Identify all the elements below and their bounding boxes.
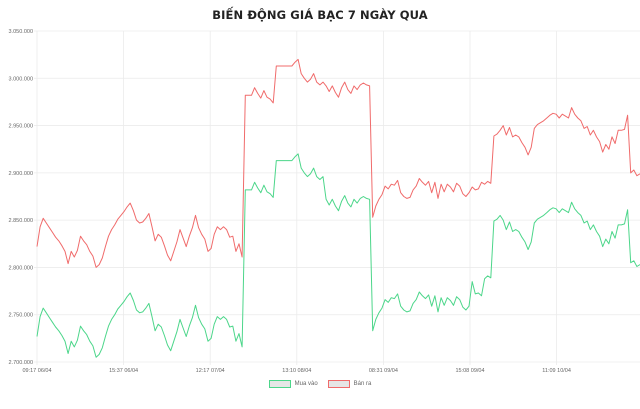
series-line-bán-ra: [36, 58, 640, 268]
y-tick-label: 2.950.000: [9, 124, 33, 130]
y-tick-label: 2.700.000: [9, 360, 33, 366]
y-tick-label: 2.900.000: [9, 171, 33, 177]
y-tick-label: 2.850.000: [9, 218, 33, 224]
y-tick-label: 3.050.000: [9, 29, 33, 35]
x-tick-label: 08:31 09/04: [369, 368, 398, 374]
y-tick-label: 2.750.000: [9, 313, 33, 319]
legend-swatch-mua-vao: [268, 380, 291, 388]
series-line-mua-vào: [36, 153, 640, 358]
legend-label-mua-vao: Mua vào: [294, 381, 318, 387]
y-tick-label: 2.800.000: [9, 265, 33, 271]
x-tick-label: 11:09 10/04: [542, 368, 571, 374]
series-lines: [36, 58, 640, 358]
legend: Mua vào Bán ra: [0, 380, 640, 388]
x-axis: 09:17 06/04 15:37 06/04 12:17 07/04 13:10 0…: [22, 368, 570, 374]
grid-lines: [34, 30, 640, 365]
y-tick-label: 3.000.000: [9, 76, 33, 82]
x-tick-label: 12:17 07/04: [196, 368, 225, 374]
y-axis: 3.050.000 3.000.000 2.950.000 2.900.000 2.85…: [9, 29, 33, 366]
x-tick-label: 13:10 08/04: [282, 368, 311, 374]
legend-item-mua-vao[interactable]: Mua vào: [268, 380, 318, 388]
x-tick-label: 15:08 09/04: [455, 368, 484, 374]
x-tick-label: 15:37 06/04: [109, 368, 138, 374]
chart-title: BIẾN ĐỘNG GIÁ BẠC 7 NGÀY QUA: [212, 8, 428, 22]
legend-item-ban-ra[interactable]: Bán ra: [327, 380, 372, 388]
legend-label-ban-ra: Bán ra: [353, 381, 372, 387]
x-tick-label: 09:17 06/04: [22, 368, 51, 374]
legend-swatch-ban-ra: [327, 380, 350, 388]
